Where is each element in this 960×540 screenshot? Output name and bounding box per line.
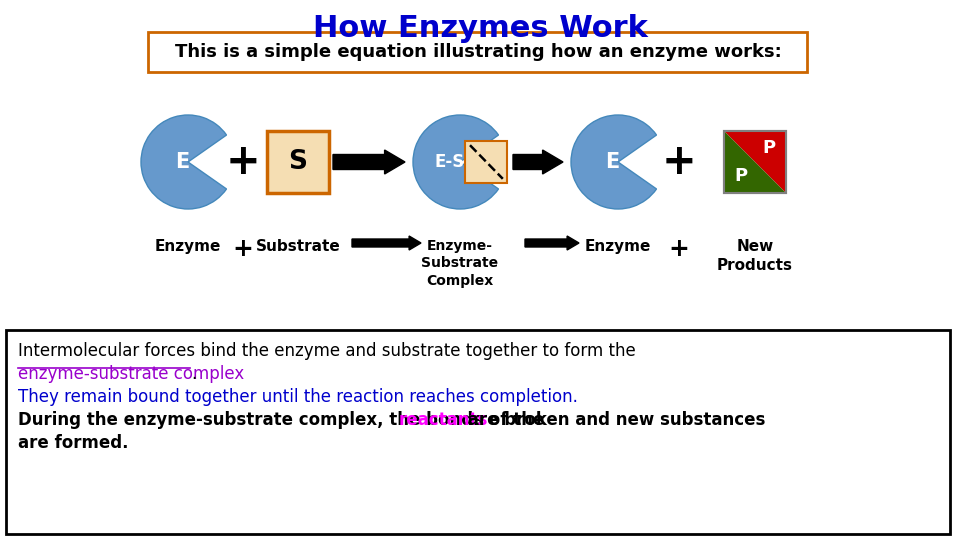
Wedge shape [413,115,498,209]
Text: During the enzyme-substrate complex, the bonds of the: During the enzyme-substrate complex, the… [18,411,550,429]
FancyBboxPatch shape [267,131,329,193]
Text: E: E [176,152,189,172]
FancyArrow shape [513,150,563,174]
FancyArrow shape [352,236,421,250]
Text: P: P [734,167,748,185]
FancyBboxPatch shape [465,141,507,183]
Text: are formed.: are formed. [18,434,129,452]
Text: Enzyme: Enzyme [155,239,221,254]
Text: enzyme-substrate complex: enzyme-substrate complex [18,365,244,383]
Text: +: + [226,141,260,183]
Text: Intermolecular forces bind the enzyme and substrate together to form the: Intermolecular forces bind the enzyme an… [18,342,636,360]
Polygon shape [725,132,785,192]
Text: are broken and new substances: are broken and new substances [462,411,765,429]
Text: +: + [661,141,696,183]
Text: reactants: reactants [398,411,488,429]
FancyArrow shape [333,150,405,174]
Text: S: S [289,149,307,175]
Polygon shape [725,132,785,192]
Text: New
Products: New Products [717,239,793,273]
Wedge shape [141,115,227,209]
Text: They remain bound together until the reaction reaches completion.: They remain bound together until the rea… [18,388,578,406]
Text: +: + [232,237,253,261]
FancyArrow shape [525,236,579,250]
Text: Enzyme: Enzyme [585,239,651,254]
Text: Substrate: Substrate [255,239,341,254]
Text: Enzyme-
Substrate
Complex: Enzyme- Substrate Complex [421,239,498,288]
Text: +: + [668,237,689,261]
Text: This is a simple equation illustrating how an enzyme works:: This is a simple equation illustrating h… [175,43,781,61]
Text: P: P [762,139,776,157]
Text: E: E [605,152,619,172]
Text: E-S: E-S [435,153,466,171]
Wedge shape [571,115,657,209]
FancyBboxPatch shape [148,32,807,72]
Text: How Enzymes Work: How Enzymes Work [313,14,647,43]
FancyBboxPatch shape [6,330,950,534]
Text: .: . [192,365,197,383]
FancyBboxPatch shape [724,131,786,193]
